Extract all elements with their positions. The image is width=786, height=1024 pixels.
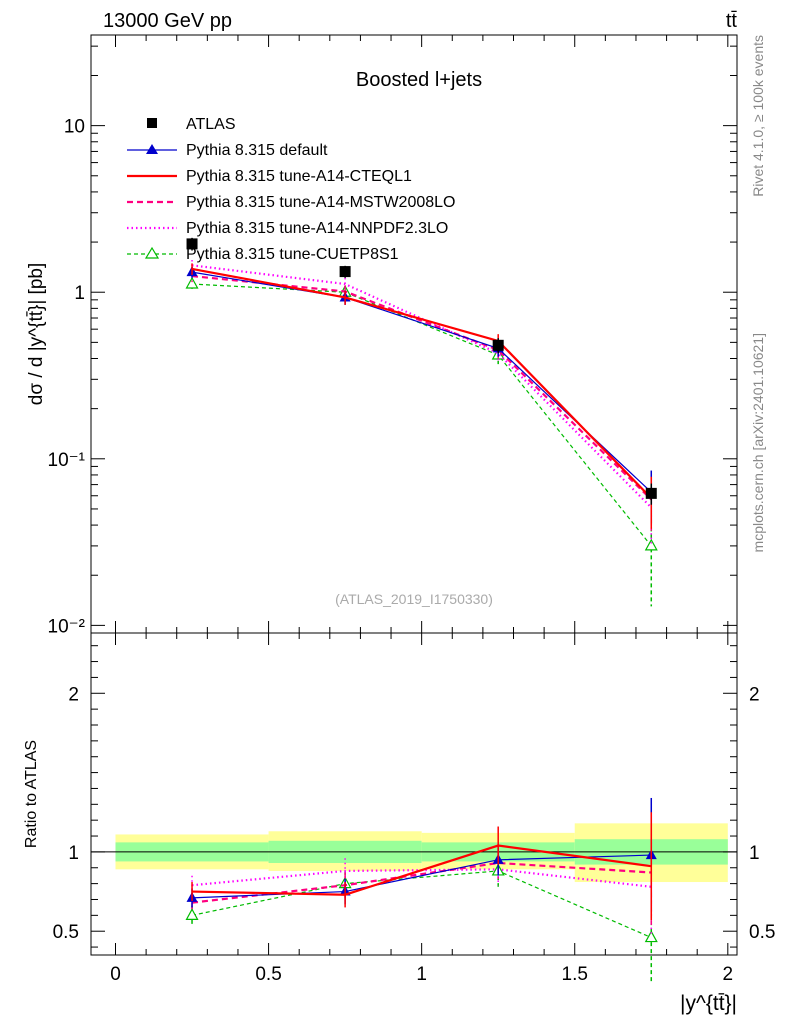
ratio-y-tick-label-right: 1 [749, 843, 760, 864]
y-tick-label: 10⁻² [48, 616, 86, 637]
legend-label-atlas: ATLAS [186, 116, 236, 133]
main-panel: 10⁻² 10⁻¹ 1 10 [48, 35, 737, 645]
y-tick-label: 10 [64, 117, 85, 138]
series-line-cuetp8s1 [191, 870, 652, 939]
data-point-cuetp8s1 [644, 930, 658, 943]
x-tick-label: 2 [723, 964, 734, 985]
ratio-y-tick-label: 1 [68, 843, 79, 864]
ratio-panel-frame [90, 632, 738, 956]
header-process: tt̄ [726, 10, 738, 32]
data-point-atlas [645, 487, 657, 499]
series-line-cteql1 [191, 267, 653, 499]
legend-marker-cuetp8s1 [144, 246, 160, 259]
legend-marker-default [146, 144, 158, 154]
mcplots-label: mcplots.cern.ch [arXiv:2401.10621] [750, 333, 766, 552]
series-line-mstw [191, 861, 652, 904]
data-point-cuetp8s1 [644, 538, 658, 551]
header-collision: 13000 GeV pp [103, 10, 232, 32]
y-tick-label: 10⁻¹ [48, 450, 86, 471]
series-line-nnpdf [191, 264, 653, 509]
series-line-cteql1 [192, 844, 652, 896]
x-axis-label: |y^{tt̄}| [680, 992, 737, 1015]
legend-label-nnpdf: Pythia 8.315 tune-A14-NNPDF2.3LO [186, 220, 448, 237]
series-line-default [192, 854, 652, 899]
data-point-atlas [339, 266, 351, 278]
ratio-y-axis-label: Ratio to ATLAS [23, 740, 40, 848]
ratio-y-tick-label: 0.5 [53, 922, 79, 943]
ratio-y-tick-label-right: 2 [749, 684, 760, 705]
chart-title: Boosted l+jets [356, 69, 482, 91]
y-tick-label: 1 [74, 283, 85, 304]
legend-label-mstw: Pythia 8.315 tune-A14-MSTW2008LO [186, 194, 455, 211]
data-point-atlas [492, 339, 504, 351]
ratio-panel: 0 0.5 1 1.5 2 0.5 0.5 1 1 2 2 [53, 645, 775, 985]
rivet-version-label: Rivet 4.1.0, ≥ 100k events [750, 35, 766, 197]
legend-label-default: Pythia 8.315 default [186, 142, 328, 159]
legend: ATLAS Pythia 8.315 default Pythia 8.315 … [127, 116, 455, 263]
legend-label-cuetp8s1: Pythia 8.315 tune-CUETP8S1 [186, 246, 399, 263]
legend-marker-atlas [147, 118, 157, 128]
x-tick-label: 0 [110, 964, 121, 985]
x-tick-label: 1 [416, 964, 427, 985]
data-point-cuetp8s1 [185, 908, 199, 920]
legend-label-cteql1: Pythia 8.315 tune-A14-CTEQL1 [186, 168, 412, 185]
data-point-cuetp8s1 [185, 276, 199, 289]
x-tick-label: 1.5 [562, 964, 588, 985]
ratio-y-tick-label-right: 0.5 [749, 922, 775, 943]
x-tick-label: 0.5 [255, 964, 281, 985]
analysis-id: (ATLAS_2019_I1750330) [335, 591, 493, 607]
ratio-y-tick-label: 2 [68, 684, 79, 705]
data-point-atlas [186, 238, 198, 250]
y-axis-label: dσ / d |y^{tt̄}| [pb] [26, 263, 47, 405]
series-line-default [191, 271, 652, 493]
series-line-cuetp8s1 [192, 283, 652, 547]
series-line-mstw [191, 274, 653, 501]
